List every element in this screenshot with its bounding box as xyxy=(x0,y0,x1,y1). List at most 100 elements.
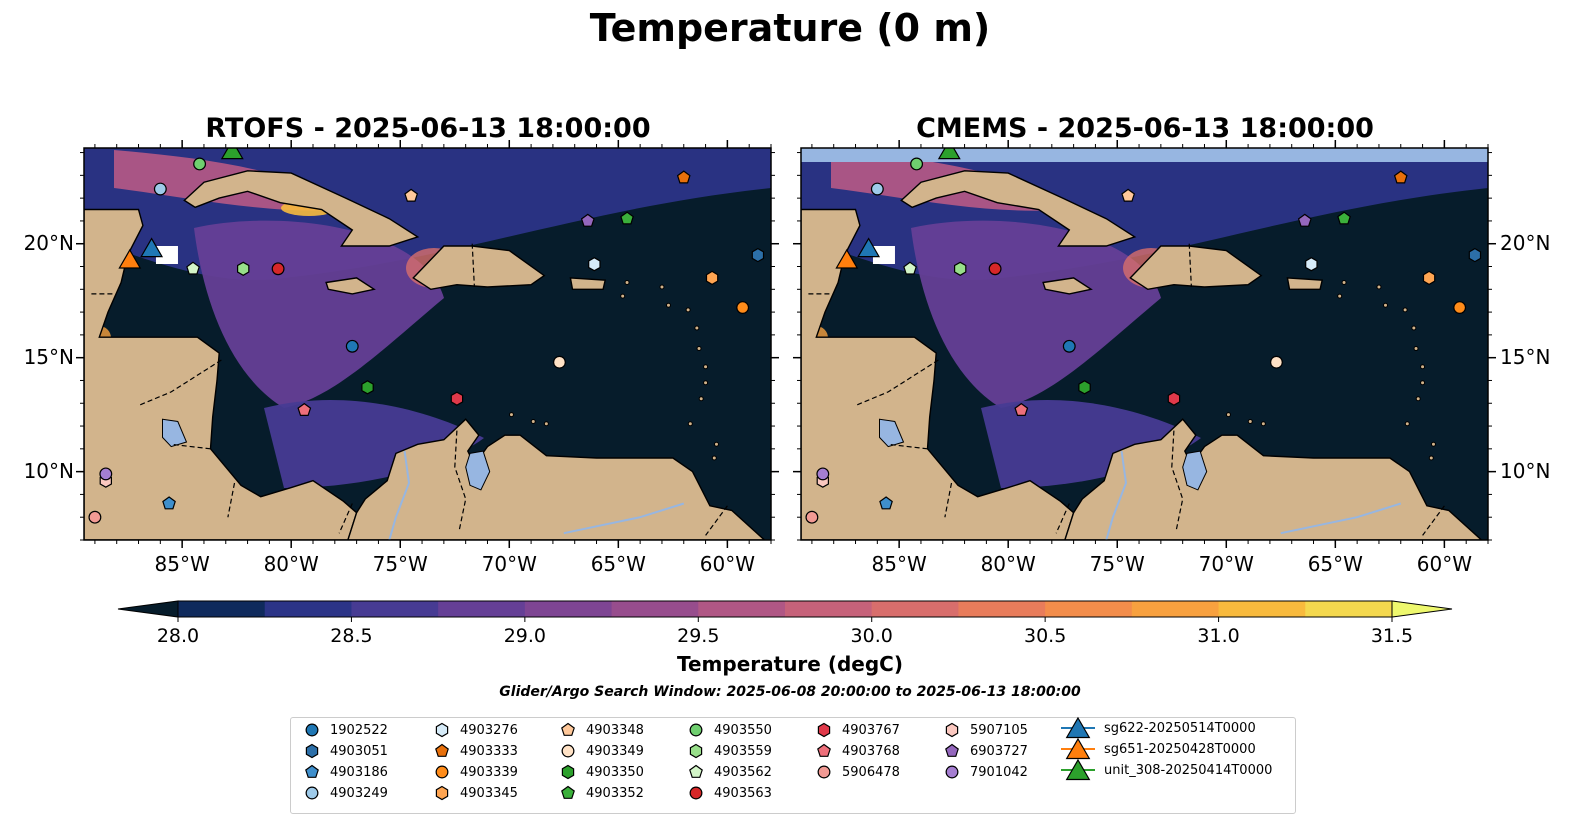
legend-marker-circle xyxy=(945,765,959,779)
legend-label: 4903563 xyxy=(714,785,772,801)
legend-item: 5906478 xyxy=(815,762,900,782)
rtofs-border-3 xyxy=(338,503,353,534)
rtofs-lake-nicaraguaLake xyxy=(162,418,188,448)
rtofs-float-4903051 xyxy=(751,247,765,263)
rtofs-island-10 xyxy=(620,293,626,299)
legend-marker-circle xyxy=(435,765,449,779)
legend-marker-circle xyxy=(305,723,319,737)
rtofs-island-1 xyxy=(703,364,709,370)
cmems-float-4903349 xyxy=(1269,355,1283,369)
cmems-float-4903339 xyxy=(1453,301,1467,314)
rtofs-lake-maracaibo xyxy=(465,450,491,491)
legend-label: 4903559 xyxy=(714,743,772,759)
rtofs-xtick-label: 85°W xyxy=(154,552,210,576)
colorbar-segment-5 xyxy=(611,601,699,617)
cmems-panel-title: CMEMS - 2025-06-13 18:00:00 xyxy=(916,113,1374,144)
colorbar-segment-4 xyxy=(524,601,613,617)
rtofs-float-4903562 xyxy=(186,261,200,275)
cmems-island-0 xyxy=(1413,346,1419,352)
rtofs-island-15 xyxy=(543,421,549,427)
rtofs-border-1 xyxy=(171,443,211,450)
rtofs-xtick-label: 75°W xyxy=(372,552,428,576)
cmems-glider-patch xyxy=(872,246,895,264)
legend-label: 4903550 xyxy=(714,722,772,738)
cmems-island-15 xyxy=(1260,421,1266,427)
cmems-river-magdalena xyxy=(1105,450,1128,540)
rtofs-xtick-label: 65°W xyxy=(590,552,646,576)
rtofs-ytick-label: 20°N xyxy=(23,230,74,255)
rtofs-float-4903249 xyxy=(153,182,167,196)
rtofs-land-hispaniola xyxy=(412,245,546,291)
rtofs-float-4903563 xyxy=(271,262,285,276)
rtofs-panel-title: RTOFS - 2025-06-13 18:00:00 xyxy=(205,113,651,144)
cmems-border-1 xyxy=(888,443,928,450)
cmems-float-4903563 xyxy=(988,262,1002,276)
colorbar xyxy=(117,600,1453,622)
cmems-float-4903767 xyxy=(1167,391,1181,406)
colorbar-tick-label: 31.5 xyxy=(1370,625,1414,647)
rtofs-ytick-label: 10°N xyxy=(23,458,74,483)
legend-marker-circle xyxy=(561,744,575,758)
cmems-river-orinoco xyxy=(1280,502,1402,535)
legend-marker-hexagon xyxy=(561,764,575,780)
legend-item: sg651-20250428T0000 xyxy=(1061,737,1256,760)
legend-item: 4903348 xyxy=(559,720,644,740)
legend-item: 4903186 xyxy=(303,762,388,782)
legend-label: 6903727 xyxy=(970,743,1028,759)
search-window-text: Glider/Argo Search Window: 2025-06-08 20… xyxy=(499,684,1081,700)
legend: 1902522 4903051 4903186 4903249 4903276 49033… xyxy=(290,716,1296,814)
colorbar-segment-10 xyxy=(1045,601,1133,617)
legend-label: 4903348 xyxy=(586,722,644,738)
colorbar-tick-label: 29.0 xyxy=(503,625,546,647)
legend-label: sg622-20250514T0000 xyxy=(1104,720,1256,736)
rtofs-island-5 xyxy=(694,325,700,331)
legend-label: 4903051 xyxy=(330,743,388,759)
rtofs-float-4903333 xyxy=(676,170,691,184)
colorbar-label: Temperature (degC) xyxy=(677,652,903,676)
rtofs-glider-sg651-20250428T0000 xyxy=(118,248,142,269)
colorbar-tick-label: 30.5 xyxy=(1023,625,1067,647)
cmems-float-4903352 xyxy=(1337,211,1351,225)
cmems-float-4903333 xyxy=(1393,170,1408,184)
cmems-land-southam xyxy=(1064,418,1483,540)
rtofs-land-cuba xyxy=(183,170,420,247)
rtofs-border-6 xyxy=(705,505,728,536)
cmems-island-11 xyxy=(1428,455,1434,461)
legend-marker-pentagon xyxy=(561,785,575,799)
legend-item: 5907105 xyxy=(943,720,1028,740)
colorbar-segment-3 xyxy=(438,601,526,617)
legend-label: unit_308-20250414T0000 xyxy=(1104,762,1273,778)
legend-label: 4903768 xyxy=(842,743,900,759)
legend-item: 4903767 xyxy=(815,720,900,740)
cmems-island-4 xyxy=(1404,421,1410,427)
cmems-island-5 xyxy=(1411,325,1417,331)
legend-label: 4903276 xyxy=(460,722,518,738)
rtofs-island-11 xyxy=(711,455,717,461)
rtofs-glider-sg622-20250514T0000 xyxy=(140,237,164,258)
rtofs-xtick-label: 70°W xyxy=(481,552,537,576)
cmems-island-14 xyxy=(1247,418,1253,424)
rtofs-float-4903339 xyxy=(736,301,750,314)
figure-title: Temperature (0 m) xyxy=(589,6,991,50)
rtofs-river-magdalena xyxy=(388,450,411,540)
rtofs-xtick-label: 60°W xyxy=(699,552,755,576)
legend-item: sg622-20250514T0000 xyxy=(1061,716,1256,739)
legend-marker-circle xyxy=(817,765,831,779)
cmems-island-7 xyxy=(1382,302,1388,308)
rtofs-island-2 xyxy=(703,380,709,386)
cmems-island-1 xyxy=(1420,364,1426,370)
cmems-island-3 xyxy=(1415,396,1421,402)
cmems-float-4903186 xyxy=(879,496,893,510)
legend-marker-triangle xyxy=(1061,737,1095,760)
cmems-float-4903559 xyxy=(953,261,967,276)
cmems-glider-sg622-20250514T0000 xyxy=(857,237,881,258)
cmems-frame xyxy=(800,147,1489,541)
cmems-border-0 xyxy=(855,359,939,407)
cmems-missing-data-strip xyxy=(801,148,1488,162)
legend-marker-hexagon xyxy=(435,785,449,801)
cmems-land-cuba xyxy=(900,170,1137,247)
rtofs-island-7 xyxy=(665,302,671,308)
cmems-border-3 xyxy=(1055,503,1070,534)
legend-marker-circle xyxy=(689,786,703,800)
colorbar-extend-low xyxy=(117,600,179,618)
